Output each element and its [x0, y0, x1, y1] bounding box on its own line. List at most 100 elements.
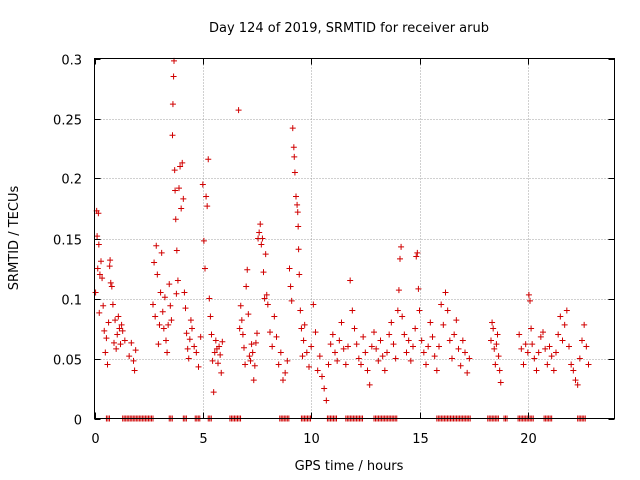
data-point	[568, 361, 575, 368]
data-point	[250, 377, 257, 384]
data-point	[355, 355, 362, 362]
data-point	[457, 362, 464, 369]
data-point	[295, 246, 302, 253]
data-point	[535, 349, 542, 356]
data-point	[449, 355, 455, 362]
x-tick-label: 10	[303, 432, 320, 447]
data-point	[542, 345, 549, 352]
data-point	[349, 307, 356, 314]
data-point	[403, 349, 410, 356]
x-tick-label: 0	[91, 432, 99, 447]
data-point	[384, 349, 390, 356]
data-point	[207, 313, 214, 320]
data-point	[415, 285, 422, 292]
data-point	[555, 331, 562, 338]
data-point	[338, 319, 345, 326]
data-point	[104, 361, 111, 368]
data-point	[176, 185, 182, 192]
data-point	[301, 321, 308, 328]
data-point	[210, 389, 217, 396]
data-point	[173, 290, 180, 297]
data-point	[494, 331, 501, 338]
data-point	[95, 210, 102, 217]
data-point	[493, 341, 500, 348]
data-point	[412, 325, 419, 332]
data-point	[243, 283, 250, 290]
data-point	[98, 258, 104, 265]
chart-title: Day 124 of 2019, SRMTID for receiver aru…	[209, 21, 489, 36]
data-point	[459, 337, 466, 344]
data-point	[533, 367, 540, 374]
data-point	[518, 345, 525, 352]
data-point	[316, 353, 323, 360]
data-point	[152, 313, 159, 320]
data-point	[267, 329, 273, 336]
grid-lines	[94, 58, 615, 419]
data-point	[269, 343, 276, 350]
data-point	[388, 319, 395, 326]
data-point	[342, 361, 349, 368]
data-point	[177, 163, 184, 170]
data-point	[211, 349, 218, 356]
data-point	[570, 367, 577, 374]
data-point	[574, 381, 581, 388]
data-point	[566, 343, 572, 350]
data-point	[436, 343, 442, 350]
data-point	[247, 357, 254, 364]
data-point	[297, 307, 304, 314]
data-point	[107, 279, 114, 286]
data-point	[95, 241, 102, 248]
data-point	[259, 235, 266, 242]
axis-ticks	[94, 58, 615, 420]
x-axis-label: GPS time / hours	[295, 459, 404, 474]
data-point	[115, 313, 122, 320]
data-point	[151, 259, 158, 266]
data-point	[275, 361, 282, 368]
data-point	[495, 353, 502, 360]
data-point	[336, 337, 343, 344]
data-point	[172, 187, 179, 194]
data-point	[579, 337, 585, 344]
data-point	[94, 265, 101, 272]
data-point	[209, 357, 216, 364]
data-point	[489, 319, 496, 326]
data-point	[451, 331, 458, 338]
data-point	[251, 362, 258, 369]
data-point	[119, 327, 126, 334]
x-tick-label: 15	[412, 432, 429, 447]
data-point	[208, 331, 215, 338]
data-point	[155, 341, 162, 348]
data-point	[264, 301, 271, 308]
data-point	[453, 317, 460, 324]
data-point	[401, 331, 408, 338]
data-point	[248, 341, 255, 348]
data-point	[94, 233, 101, 240]
data-point	[108, 283, 115, 290]
data-point	[219, 338, 226, 345]
data-point	[314, 367, 321, 374]
data-point	[440, 321, 447, 328]
data-point	[306, 363, 312, 370]
data-point	[239, 331, 246, 338]
data-point	[345, 343, 351, 350]
data-point	[416, 307, 423, 314]
data-point	[126, 353, 133, 360]
data-point	[405, 337, 412, 344]
data-point	[576, 355, 583, 362]
data-point	[186, 336, 193, 343]
data-point	[462, 349, 468, 356]
data-point	[423, 361, 429, 368]
data-point	[418, 337, 425, 344]
data-point	[528, 325, 535, 332]
data-point	[101, 327, 108, 334]
data-point	[187, 317, 194, 324]
data-point	[464, 369, 471, 376]
data-point	[371, 329, 377, 336]
data-point	[407, 357, 414, 364]
data-point	[524, 349, 531, 356]
data-point	[325, 361, 332, 368]
data-point	[340, 345, 347, 352]
data-point	[527, 297, 533, 304]
y-axis-label: SRMTID / TECUs	[7, 186, 22, 291]
data-point	[394, 307, 401, 314]
